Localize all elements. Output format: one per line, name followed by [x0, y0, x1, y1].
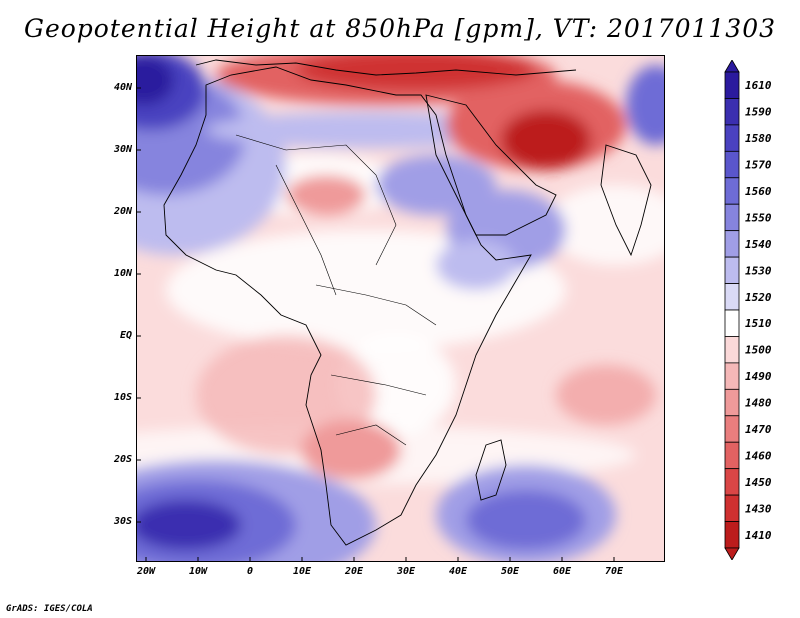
colorbar-swatch: [724, 256, 740, 284]
lon-label: 60E: [552, 566, 572, 577]
lon-label: 70E: [604, 566, 624, 577]
colorbar-label: 1470: [745, 423, 772, 436]
colorbar-swatch: [724, 309, 740, 337]
colorbar-swatch: [724, 124, 740, 152]
colorbar-label: 1550: [745, 211, 772, 224]
lon-label: 40E: [448, 566, 468, 577]
lon-label: 10W: [188, 566, 208, 577]
colorbar-swatch: [724, 203, 740, 232]
colorbar-label: 1500: [745, 344, 772, 357]
coastlines: [163, 59, 652, 546]
map-plot: [136, 55, 665, 562]
colorbar: 1610 1590 1580 1570 1560 1550 1540 1530 1520 1510…: [724, 60, 772, 560]
colorbar-swatch: [724, 441, 740, 470]
colorbar-label: 1580: [745, 132, 772, 145]
colorbar-swatch: [724, 283, 740, 311]
colorbar-label: 1540: [745, 238, 772, 251]
colorbar-label: 1450: [745, 476, 772, 489]
colorbar-swatch: [724, 388, 740, 417]
credit-text: GrADS: IGES/COLA: [6, 604, 93, 614]
lon-label: 30E: [396, 566, 416, 577]
colorbar-swatch: [724, 521, 740, 549]
colorbar-swatch: [724, 362, 740, 390]
colorbar-bottom-arrow: [724, 547, 740, 560]
colorbar-swatch: [724, 415, 740, 443]
lat-label: EQ: [119, 330, 132, 341]
colorbar-swatch: [724, 177, 740, 205]
colorbar-label: 1520: [745, 291, 772, 304]
colorbar-swatch: [724, 336, 740, 364]
colorbar-top-arrow: [724, 60, 740, 73]
colorbar-label: 1480: [745, 397, 772, 410]
lat-label: 30S: [113, 516, 132, 527]
lat-label: 30N: [113, 144, 132, 155]
lat-label: 10N: [113, 268, 132, 279]
height-field: [136, 55, 665, 562]
colorbar-label: 1560: [745, 185, 772, 198]
lon-label: 0: [246, 566, 254, 577]
colorbar-swatch: [724, 468, 740, 496]
colorbar-label: 1570: [745, 159, 772, 172]
colorbar-label: 1410: [745, 529, 772, 542]
lat-label: 40N: [113, 82, 132, 93]
colorbar-label: 1590: [745, 106, 772, 119]
colorbar-label: 1490: [745, 370, 772, 383]
colorbar-label: 1430: [745, 502, 772, 515]
lon-label: 50E: [500, 566, 520, 577]
chart-title: Geopotential Height at 850hPa [gpm], VT:…: [23, 14, 777, 43]
colorbar-label: 1510: [745, 317, 772, 330]
lat-label: 20S: [113, 454, 132, 465]
colorbar-swatch: [724, 98, 740, 126]
lon-label: 20E: [344, 566, 364, 577]
colorbar-label: 1530: [745, 264, 772, 277]
colorbar-swatch: [724, 230, 740, 258]
lat-label: 10S: [113, 392, 132, 403]
colorbar-swatch: [724, 150, 740, 179]
colorbar-swatch: [724, 494, 740, 522]
lat-label: 20N: [113, 206, 132, 217]
lon-label: 20W: [136, 566, 156, 577]
colorbar-label: 1610: [745, 79, 772, 92]
colorbar-label: 1460: [745, 449, 772, 462]
axis-ticks: [136, 87, 615, 562]
colorbar-swatch: [724, 71, 740, 99]
lon-label: 10E: [292, 566, 312, 577]
